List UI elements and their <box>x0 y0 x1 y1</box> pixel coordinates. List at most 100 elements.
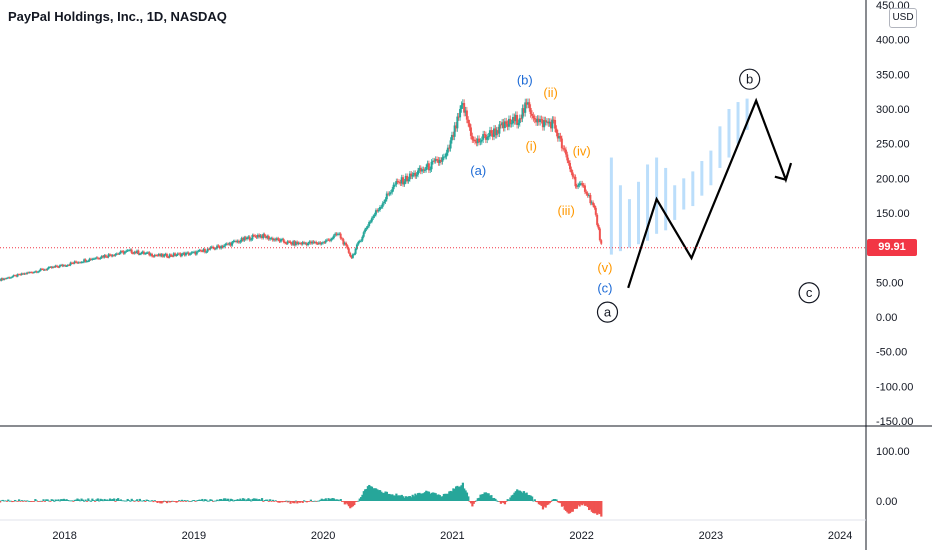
candle-body <box>484 134 487 140</box>
candle-body <box>179 253 182 257</box>
osc-bar <box>512 494 515 501</box>
osc-bar <box>178 500 181 501</box>
wave-label-5: (iii) <box>557 203 574 218</box>
candle-body <box>76 262 79 264</box>
candle-body <box>577 185 580 187</box>
candle-body <box>39 268 42 271</box>
osc-bar <box>69 500 72 502</box>
osc-bar <box>119 499 122 501</box>
candle-body <box>437 159 440 163</box>
candle-body <box>582 185 585 187</box>
osc-bar <box>438 495 441 501</box>
candle-body <box>566 154 569 161</box>
osc-bar <box>118 500 121 501</box>
candle-body <box>376 210 379 212</box>
osc-bar <box>31 501 34 502</box>
candle-body <box>171 255 174 257</box>
osc-bar <box>514 491 517 501</box>
osc-bar <box>339 498 342 501</box>
candle-body <box>440 159 443 162</box>
candle-body <box>73 261 76 264</box>
osc-bar <box>35 500 38 502</box>
osc-bar <box>210 499 213 501</box>
osc-bar <box>11 501 14 503</box>
candle-body <box>558 136 561 139</box>
candle-body <box>370 218 373 222</box>
candle-body <box>227 243 230 245</box>
candle-body <box>64 265 67 267</box>
candle-body <box>157 254 160 256</box>
circled-label-ring-1 <box>739 68 761 90</box>
osc-bar <box>111 498 114 501</box>
osc-bar <box>161 501 165 503</box>
projection-bar-5 <box>655 157 659 234</box>
candle-body <box>459 109 462 118</box>
candle-body <box>248 236 251 241</box>
osc-bar <box>54 499 57 501</box>
candle-body <box>444 156 447 158</box>
candle-body <box>172 253 175 257</box>
osc-bar <box>199 500 203 501</box>
candle-body <box>175 254 178 256</box>
projection-bar-2 <box>627 199 631 248</box>
osc-bar <box>355 501 359 502</box>
osc-bar <box>309 499 312 501</box>
candle-body <box>586 193 589 196</box>
candle-body <box>57 266 60 268</box>
candle-body <box>243 237 246 241</box>
candle-body <box>275 238 278 241</box>
candle-body <box>178 253 181 255</box>
candle-body <box>567 160 570 163</box>
candle-body <box>514 114 517 122</box>
osc-bar <box>494 498 497 501</box>
candle-body <box>263 234 266 237</box>
osc-bar <box>18 499 21 501</box>
oscillator-histogram <box>0 482 603 517</box>
candle-body <box>35 271 38 273</box>
osc-bar <box>243 498 246 501</box>
time-axis[interactable]: 2018 2019 2020 2021 2022 2023 2024 <box>52 530 852 542</box>
osc-bar <box>510 495 513 501</box>
osc-bar <box>106 499 109 501</box>
osc-bar <box>436 495 439 501</box>
candle-body <box>45 269 48 271</box>
osc-bar <box>152 501 155 503</box>
candle-body <box>403 181 406 185</box>
candle-body <box>149 253 152 256</box>
candle-body <box>427 163 430 171</box>
candle-body <box>475 141 478 144</box>
currency-button[interactable]: USD <box>889 8 917 28</box>
osc-bar <box>285 500 288 502</box>
osc-bar <box>488 495 492 501</box>
osc-bar <box>411 494 414 501</box>
osc-bar <box>191 500 194 502</box>
osc-bar <box>279 501 283 502</box>
osc-bar <box>107 500 110 502</box>
osc-bar <box>70 500 74 502</box>
candle-body <box>285 243 288 245</box>
candle-body <box>141 251 144 253</box>
candle-body <box>560 138 563 149</box>
osc-bar <box>347 501 350 507</box>
osc-bar <box>332 498 336 501</box>
osc-bar <box>164 501 167 502</box>
osc-bar <box>91 498 94 501</box>
candle-body <box>346 245 349 249</box>
osc-bar <box>267 501 270 502</box>
osc-bar <box>137 501 140 502</box>
candle-body <box>414 172 417 177</box>
osc-bar <box>108 498 112 501</box>
candle-body <box>562 148 565 150</box>
candle-body <box>164 253 167 255</box>
candle-body <box>296 241 299 244</box>
candle-body <box>368 222 371 226</box>
osc-bar <box>320 498 323 501</box>
projection-bar-11 <box>709 150 713 186</box>
osc-bar <box>104 499 108 501</box>
osc-bar <box>362 491 365 501</box>
candle-body <box>233 240 236 242</box>
price-axis[interactable]: 450.00400.00350.00300.00250.00200.00150.… <box>876 0 913 428</box>
osc-bar <box>85 501 89 502</box>
candle-body <box>195 251 198 255</box>
